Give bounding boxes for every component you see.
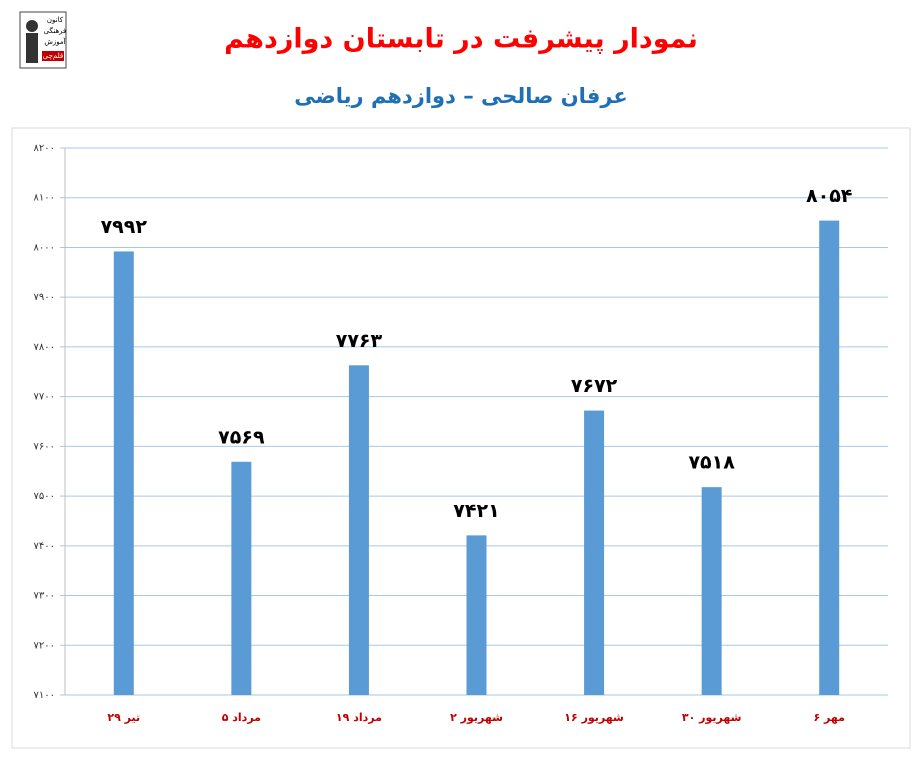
value-label: ۷۵۱۸ <box>688 452 735 474</box>
logo-icon <box>26 20 38 32</box>
bar <box>466 535 487 695</box>
value-label: ۷۷۶۳ <box>336 330 383 352</box>
value-label: ۷۵۶۹ <box>218 426 265 448</box>
x-tick-label: ۵ مرداد <box>222 711 261 724</box>
logo: کانون فرهنگی آموزش قلم‌چی <box>19 11 67 69</box>
x-tick-label: ۶ مهر <box>813 711 844 724</box>
y-tick-label: ۷۳۰۰ <box>34 591 55 602</box>
y-tick-label: ۸۲۰۰ <box>34 143 55 154</box>
y-tick-label: ۷۹۰۰ <box>34 292 55 303</box>
y-tick-label: ۷۵۰۰ <box>34 491 55 502</box>
bar <box>113 251 134 695</box>
y-tick-label: ۷۱۰۰ <box>34 690 55 701</box>
chart-border <box>11 127 911 749</box>
logo-text: آموزش <box>44 37 66 46</box>
value-label: ۸۰۵۴ <box>806 185 852 207</box>
value-label: ۷۹۹۲ <box>101 216 148 238</box>
bar <box>348 365 369 695</box>
y-tick-label: ۷۷۰۰ <box>34 392 55 403</box>
y-tick-label: ۷۴۰۰ <box>34 541 55 552</box>
x-tick-label: ۱۹ مرداد <box>336 711 382 724</box>
logo-text: فرهنگی <box>44 26 67 35</box>
bar <box>819 220 840 696</box>
logo-band <box>42 51 64 61</box>
y-tick-label: ۷۶۰۰ <box>34 441 55 452</box>
x-tick-label: ۲ شهریور <box>450 711 503 724</box>
y-tick-label: ۸۰۰۰ <box>34 242 55 253</box>
x-tick-label: ۳۰ شهریور <box>682 711 742 724</box>
bar <box>231 461 252 695</box>
y-tick-label: ۷۸۰۰ <box>34 342 55 353</box>
value-label: ۷۴۲۱ <box>453 500 499 522</box>
logo-text: قلم‌چی <box>43 52 63 60</box>
logo-icon <box>26 33 38 63</box>
y-tick-label: ۸۱۰۰ <box>34 193 55 204</box>
x-tick-label: ۱۶ شهریور <box>564 711 624 724</box>
x-tick-label: ۲۹ تیر <box>107 711 140 724</box>
bar <box>701 487 722 695</box>
chart-subtitle: عرفان صالحی – دوازدهم ریاضی <box>294 84 627 108</box>
chart-title: نمودار پیشرفت در تابستان دوازدهم <box>224 24 698 55</box>
value-label: ۷۶۷۲ <box>571 375 618 397</box>
logo-text: کانون <box>47 16 64 24</box>
bar <box>584 410 605 695</box>
y-tick-label: ۷۲۰۰ <box>34 640 55 651</box>
